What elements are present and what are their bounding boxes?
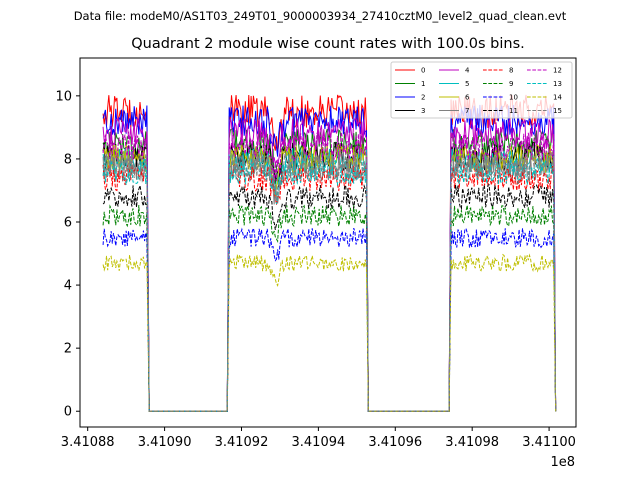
- plot-area-frame: [79, 57, 577, 428]
- series-line-13: [102, 157, 557, 412]
- legend-label-9: 9: [509, 80, 513, 88]
- y-tick-label: 10: [55, 89, 72, 104]
- series-line-14: [102, 253, 557, 412]
- series-layer: [102, 93, 557, 412]
- x-tick-label: 3.41090: [138, 435, 192, 450]
- legend-label-13: 13: [553, 80, 562, 88]
- legend-label-5: 5: [465, 80, 469, 88]
- legend-label-10: 10: [509, 94, 518, 102]
- legend-label-3: 3: [421, 107, 425, 115]
- legend-label-14: 14: [553, 94, 562, 102]
- y-axis: 0 2 4 6 8 10: [55, 89, 80, 420]
- series-line-10: [102, 226, 557, 412]
- x-axis-offset-label: 1e8: [550, 455, 575, 470]
- x-tick-label: 3.41088: [61, 435, 115, 450]
- x-tick-label: 3.41094: [292, 435, 346, 450]
- x-tick-label: 3.41092: [215, 435, 269, 450]
- chart-suptitle: Data file: modeM0/AS1T03_249T01_90000039…: [74, 9, 567, 23]
- legend-label-11: 11: [509, 107, 518, 115]
- series-line-15: [102, 150, 557, 412]
- x-axis: 3.41088 3.41090 3.41092 3.41094 3.41096 3.410…: [61, 427, 576, 450]
- legend-label-4: 4: [465, 67, 470, 75]
- legend-label-2: 2: [421, 94, 425, 102]
- y-tick-label: 6: [64, 216, 72, 231]
- y-tick-label: 4: [64, 279, 72, 294]
- y-tick-label: 8: [64, 152, 72, 167]
- series-line-4: [102, 117, 557, 412]
- x-tick-label: 3.41096: [368, 435, 422, 450]
- legend-label-15: 15: [553, 107, 562, 115]
- y-tick-label: 0: [64, 405, 72, 420]
- series-line-9: [102, 204, 557, 412]
- x-tick-label: 3.41100: [522, 435, 576, 450]
- legend-label-12: 12: [553, 67, 562, 75]
- legend-label-1: 1: [421, 80, 425, 88]
- legend-label-7: 7: [465, 107, 469, 115]
- series-line-11: [102, 184, 557, 412]
- x-tick-label: 3.41098: [445, 435, 499, 450]
- legend-frame: [390, 61, 573, 119]
- y-tick-label: 2: [64, 342, 72, 357]
- legend-label-6: 6: [465, 94, 470, 102]
- legend-label-8: 8: [509, 67, 513, 75]
- chart-title: Quadrant 2 module wise count rates with …: [131, 36, 525, 52]
- legend-label-0: 0: [421, 67, 425, 75]
